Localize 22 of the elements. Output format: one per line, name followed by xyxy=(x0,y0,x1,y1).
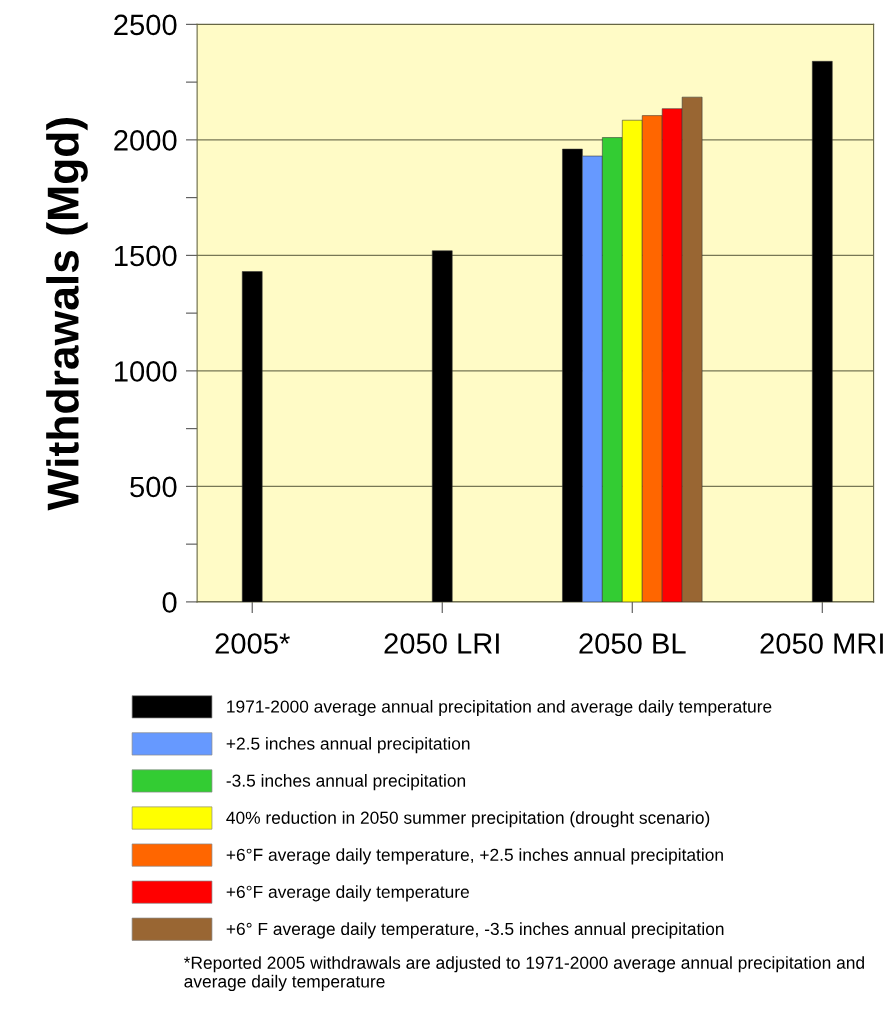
legend-label: +6°F average daily temperature, +2.5 inches annual precipitation xyxy=(226,848,723,865)
x-tick-label: 2050 MRI xyxy=(760,633,883,654)
y-tick-label: 0 xyxy=(162,592,177,613)
legend-label: 1971-2000 average annual precipitation and average daily temperature xyxy=(227,699,772,717)
y-tick-label: 1000 xyxy=(115,361,177,382)
x-tick-label: 2050 LRI xyxy=(384,633,499,654)
bar xyxy=(241,271,263,602)
legend-label: +6°F average daily temperature xyxy=(226,885,469,902)
legend-label: +6° F average daily temperature, -3.5 inches annual precipitation xyxy=(226,922,724,939)
legend-label: -3.5 inches annual precipitation xyxy=(226,774,466,791)
legend-label: +2.5 inches annual precipitation xyxy=(226,737,470,754)
y-tick-label: 2500 xyxy=(114,14,177,36)
bar xyxy=(812,61,833,602)
bar xyxy=(431,250,453,602)
y-axis-title: Withdrawals (Mgd) xyxy=(46,118,88,511)
x-tick-label: 2050 BL xyxy=(579,633,686,654)
x-tick-label: 2005* xyxy=(215,633,290,654)
legend-label: 40% reduction in 2050 summer precipitation (drought scenario) xyxy=(226,811,710,828)
y-tick-label: 1500 xyxy=(115,245,177,267)
text: *Reported 2005 withdrawals are adjusted to 1971-2000 average annual precipitation and average daily temperature xyxy=(183,956,864,992)
y-tick-label: 2000 xyxy=(114,130,177,151)
y-tick-label: 500 xyxy=(130,476,177,498)
